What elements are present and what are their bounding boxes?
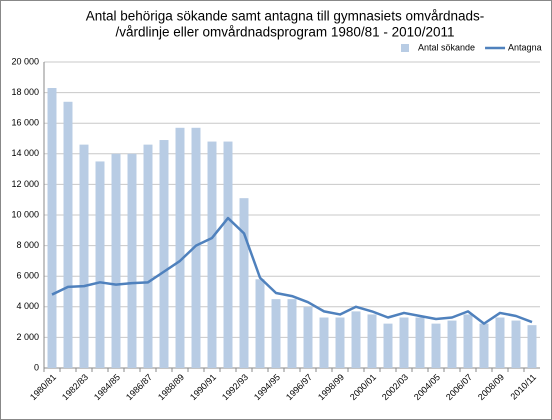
bar (319, 317, 329, 368)
bar (335, 317, 345, 368)
bar (159, 140, 169, 368)
bar (367, 314, 377, 368)
bar (383, 323, 393, 368)
bar (127, 153, 137, 368)
legend-label: Antagna (508, 42, 542, 52)
bar (47, 88, 57, 368)
bar (207, 141, 217, 368)
bar (271, 299, 281, 368)
bar (431, 323, 441, 368)
y-tick-label: 12 000 (11, 179, 39, 189)
bar (511, 320, 521, 368)
legend-swatch (401, 44, 409, 52)
bar (479, 323, 489, 368)
bar (255, 279, 265, 368)
bar (175, 127, 185, 368)
bar (303, 306, 313, 368)
legend-label: Antal sökande (418, 42, 475, 52)
bar (191, 127, 201, 368)
y-tick-label: 14 000 (11, 148, 39, 158)
y-tick-label: 20 000 (11, 56, 39, 66)
y-tick-label: 0 (34, 362, 39, 372)
y-tick-label: 4 000 (16, 301, 39, 311)
bar (351, 311, 361, 368)
y-tick-label: 10 000 (11, 209, 39, 219)
bar (79, 144, 89, 368)
bar (239, 198, 249, 368)
y-tick-label: 6 000 (16, 271, 39, 281)
line (51, 216, 533, 325)
bar (95, 161, 105, 368)
chart-title: /vårdlinje eller omvårdnadsprogram 1980/… (116, 25, 455, 40)
bar (495, 317, 505, 368)
bar (111, 153, 121, 368)
y-tick-label: 18 000 (11, 87, 39, 97)
bar (447, 320, 457, 368)
y-tick-label: 2 000 (16, 332, 39, 342)
bar (399, 317, 409, 368)
chart-title: Antal behöriga sökande samt antagna till… (86, 9, 484, 24)
y-tick-label: 16 000 (11, 118, 39, 128)
bar (415, 317, 425, 368)
bar (223, 141, 233, 368)
bar (287, 299, 297, 368)
bar (527, 325, 537, 368)
bar (143, 144, 153, 368)
bar (63, 101, 73, 368)
y-tick-label: 8 000 (16, 240, 39, 250)
bar (463, 314, 473, 368)
